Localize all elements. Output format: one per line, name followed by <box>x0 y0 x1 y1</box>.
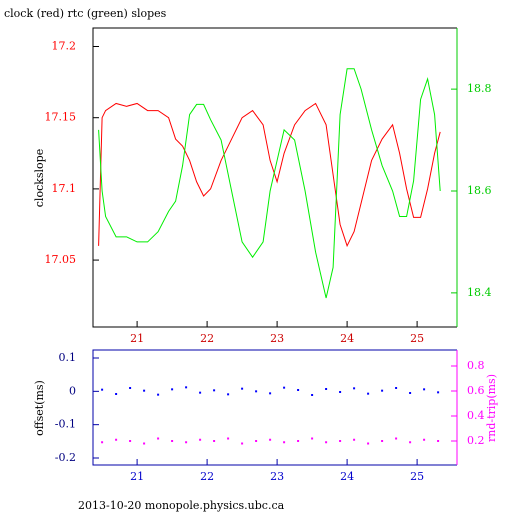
data-point <box>423 438 426 441</box>
data-point <box>129 440 132 442</box>
y-tick-label: 17.2 <box>52 40 77 53</box>
data-point <box>101 388 104 391</box>
y2-tick-label: 18.6 <box>467 184 492 197</box>
x-tick-label: 24 <box>340 332 354 345</box>
data-point <box>157 437 160 440</box>
y2-tick-label: 0.6 <box>467 384 485 397</box>
data-point <box>311 437 314 440</box>
data-point <box>283 386 286 389</box>
data-point <box>297 440 300 442</box>
data-point <box>171 388 174 391</box>
x-tick-label: 22 <box>200 332 214 345</box>
data-point <box>255 440 258 442</box>
y2-tick-label: 0.2 <box>467 434 485 447</box>
y2-tick-label: 18.8 <box>467 82 492 95</box>
data-point <box>227 437 230 440</box>
data-point <box>213 389 216 392</box>
data-point <box>381 389 384 392</box>
chart-title: clock (red) rtc (green) slopes <box>4 7 167 20</box>
data-point <box>143 442 146 445</box>
data-point <box>185 386 188 389</box>
y-axis-label: offset(ms) <box>33 380 46 436</box>
data-point <box>339 391 342 393</box>
data-point <box>213 440 216 442</box>
data-point <box>171 440 174 442</box>
data-point <box>353 387 356 390</box>
data-point <box>199 391 202 394</box>
data-point <box>325 441 328 444</box>
x-tick-label: 23 <box>270 332 284 345</box>
data-point <box>269 438 272 441</box>
data-point <box>423 388 426 391</box>
data-point <box>157 393 160 396</box>
data-point <box>143 389 146 392</box>
data-point <box>227 393 230 396</box>
data-point <box>297 389 300 391</box>
x-tick-label: 25 <box>410 332 424 345</box>
y-tick-label: -0.1 <box>55 418 76 431</box>
data-point <box>241 442 244 445</box>
data-point <box>395 387 398 389</box>
data-point <box>353 438 356 441</box>
data-point <box>437 391 440 394</box>
plot-frame <box>92 349 457 466</box>
x-tick-label: 25 <box>410 470 424 483</box>
data-point <box>409 441 412 444</box>
data-point <box>115 438 118 441</box>
y-tick-label: 0 <box>69 384 76 397</box>
data-point <box>367 392 370 395</box>
data-point <box>381 440 384 442</box>
plot-frame <box>92 27 457 328</box>
data-point <box>395 437 398 440</box>
data-point <box>269 392 272 395</box>
x-tick-label: 21 <box>130 470 144 483</box>
y-tick-label: 0.1 <box>59 351 77 364</box>
y2-tick-label: 0.8 <box>467 359 485 372</box>
data-point <box>339 440 342 442</box>
data-point <box>185 441 188 444</box>
y-tick-label: -0.2 <box>55 451 76 464</box>
x-tick-label: 24 <box>340 470 354 483</box>
y-tick-label: 17.1 <box>52 182 77 195</box>
data-point <box>115 393 118 395</box>
y-tick-label: 17.05 <box>45 253 77 266</box>
data-point <box>255 390 258 393</box>
y-axis-label: clockslope <box>33 149 46 207</box>
data-point <box>101 441 104 444</box>
data-line <box>98 102 441 248</box>
data-point <box>241 387 244 390</box>
data-point <box>437 440 440 442</box>
data-point <box>129 387 132 389</box>
data-point <box>199 438 202 441</box>
y2-tick-label: 18.4 <box>467 286 492 299</box>
y2-tick-label: 0.4 <box>467 409 485 422</box>
data-point <box>311 394 314 396</box>
y2-axis-label: rnd-trip(ms) <box>485 374 498 442</box>
data-point <box>325 388 328 390</box>
x-tick-label: 23 <box>270 470 284 483</box>
data-point <box>283 441 286 444</box>
y-tick-label: 17.15 <box>45 111 77 124</box>
footer: 2013-10-20 monopole.physics.ubc.ca <box>78 499 285 512</box>
x-tick-label: 22 <box>200 470 214 483</box>
data-point <box>367 442 370 445</box>
data-point <box>409 392 412 394</box>
data-line <box>98 68 441 299</box>
x-tick-label: 21 <box>130 332 144 345</box>
